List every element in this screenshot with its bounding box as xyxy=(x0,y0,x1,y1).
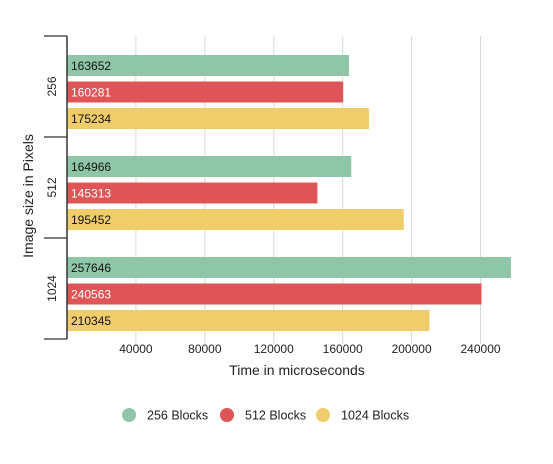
x-tick-label: 200000 xyxy=(392,342,432,356)
bar-value-label: 164966 xyxy=(71,160,111,174)
bar xyxy=(67,310,429,331)
bar-value-label: 175234 xyxy=(71,112,111,126)
legend-label: 1024 Blocks xyxy=(341,409,409,423)
bar xyxy=(67,284,482,305)
bar-value-label: 145313 xyxy=(71,186,111,200)
bar-value-label: 160281 xyxy=(71,85,111,99)
bar-value-label: 210345 xyxy=(71,314,111,328)
legend-swatch xyxy=(316,408,330,422)
x-tick-label: 40000 xyxy=(119,342,153,356)
bars: 163652 160281 175234 164966 145313 195452 2576… xyxy=(67,55,511,331)
bar xyxy=(67,108,369,129)
legend-label: 256 Blocks xyxy=(147,409,208,423)
bar-value-label: 195452 xyxy=(71,213,111,227)
x-tick-label: 120000 xyxy=(254,342,294,356)
y-tick-label: 512 xyxy=(45,177,59,197)
y-tick-label: 256 xyxy=(45,76,59,96)
y-axis-title: Image size in Pixels xyxy=(20,134,36,258)
legend-swatch xyxy=(122,408,136,422)
legend: 256 Blocks 512 Blocks 1024 Blocks xyxy=(122,408,409,423)
legend-swatch xyxy=(220,408,234,422)
x-tick-label: 160000 xyxy=(323,342,363,356)
bar-value-label: 257646 xyxy=(71,261,111,275)
bar xyxy=(67,209,404,230)
legend-label: 512 Blocks xyxy=(245,409,306,423)
x-axis-title: Time in microseconds xyxy=(229,362,365,378)
x-tick-label: 80000 xyxy=(188,342,222,356)
y-tick-label: 1024 xyxy=(45,275,59,302)
bar-value-label: 240563 xyxy=(71,287,111,301)
x-tick-label: 240000 xyxy=(461,342,501,356)
bar xyxy=(67,257,511,278)
bar-value-label: 163652 xyxy=(71,59,111,73)
